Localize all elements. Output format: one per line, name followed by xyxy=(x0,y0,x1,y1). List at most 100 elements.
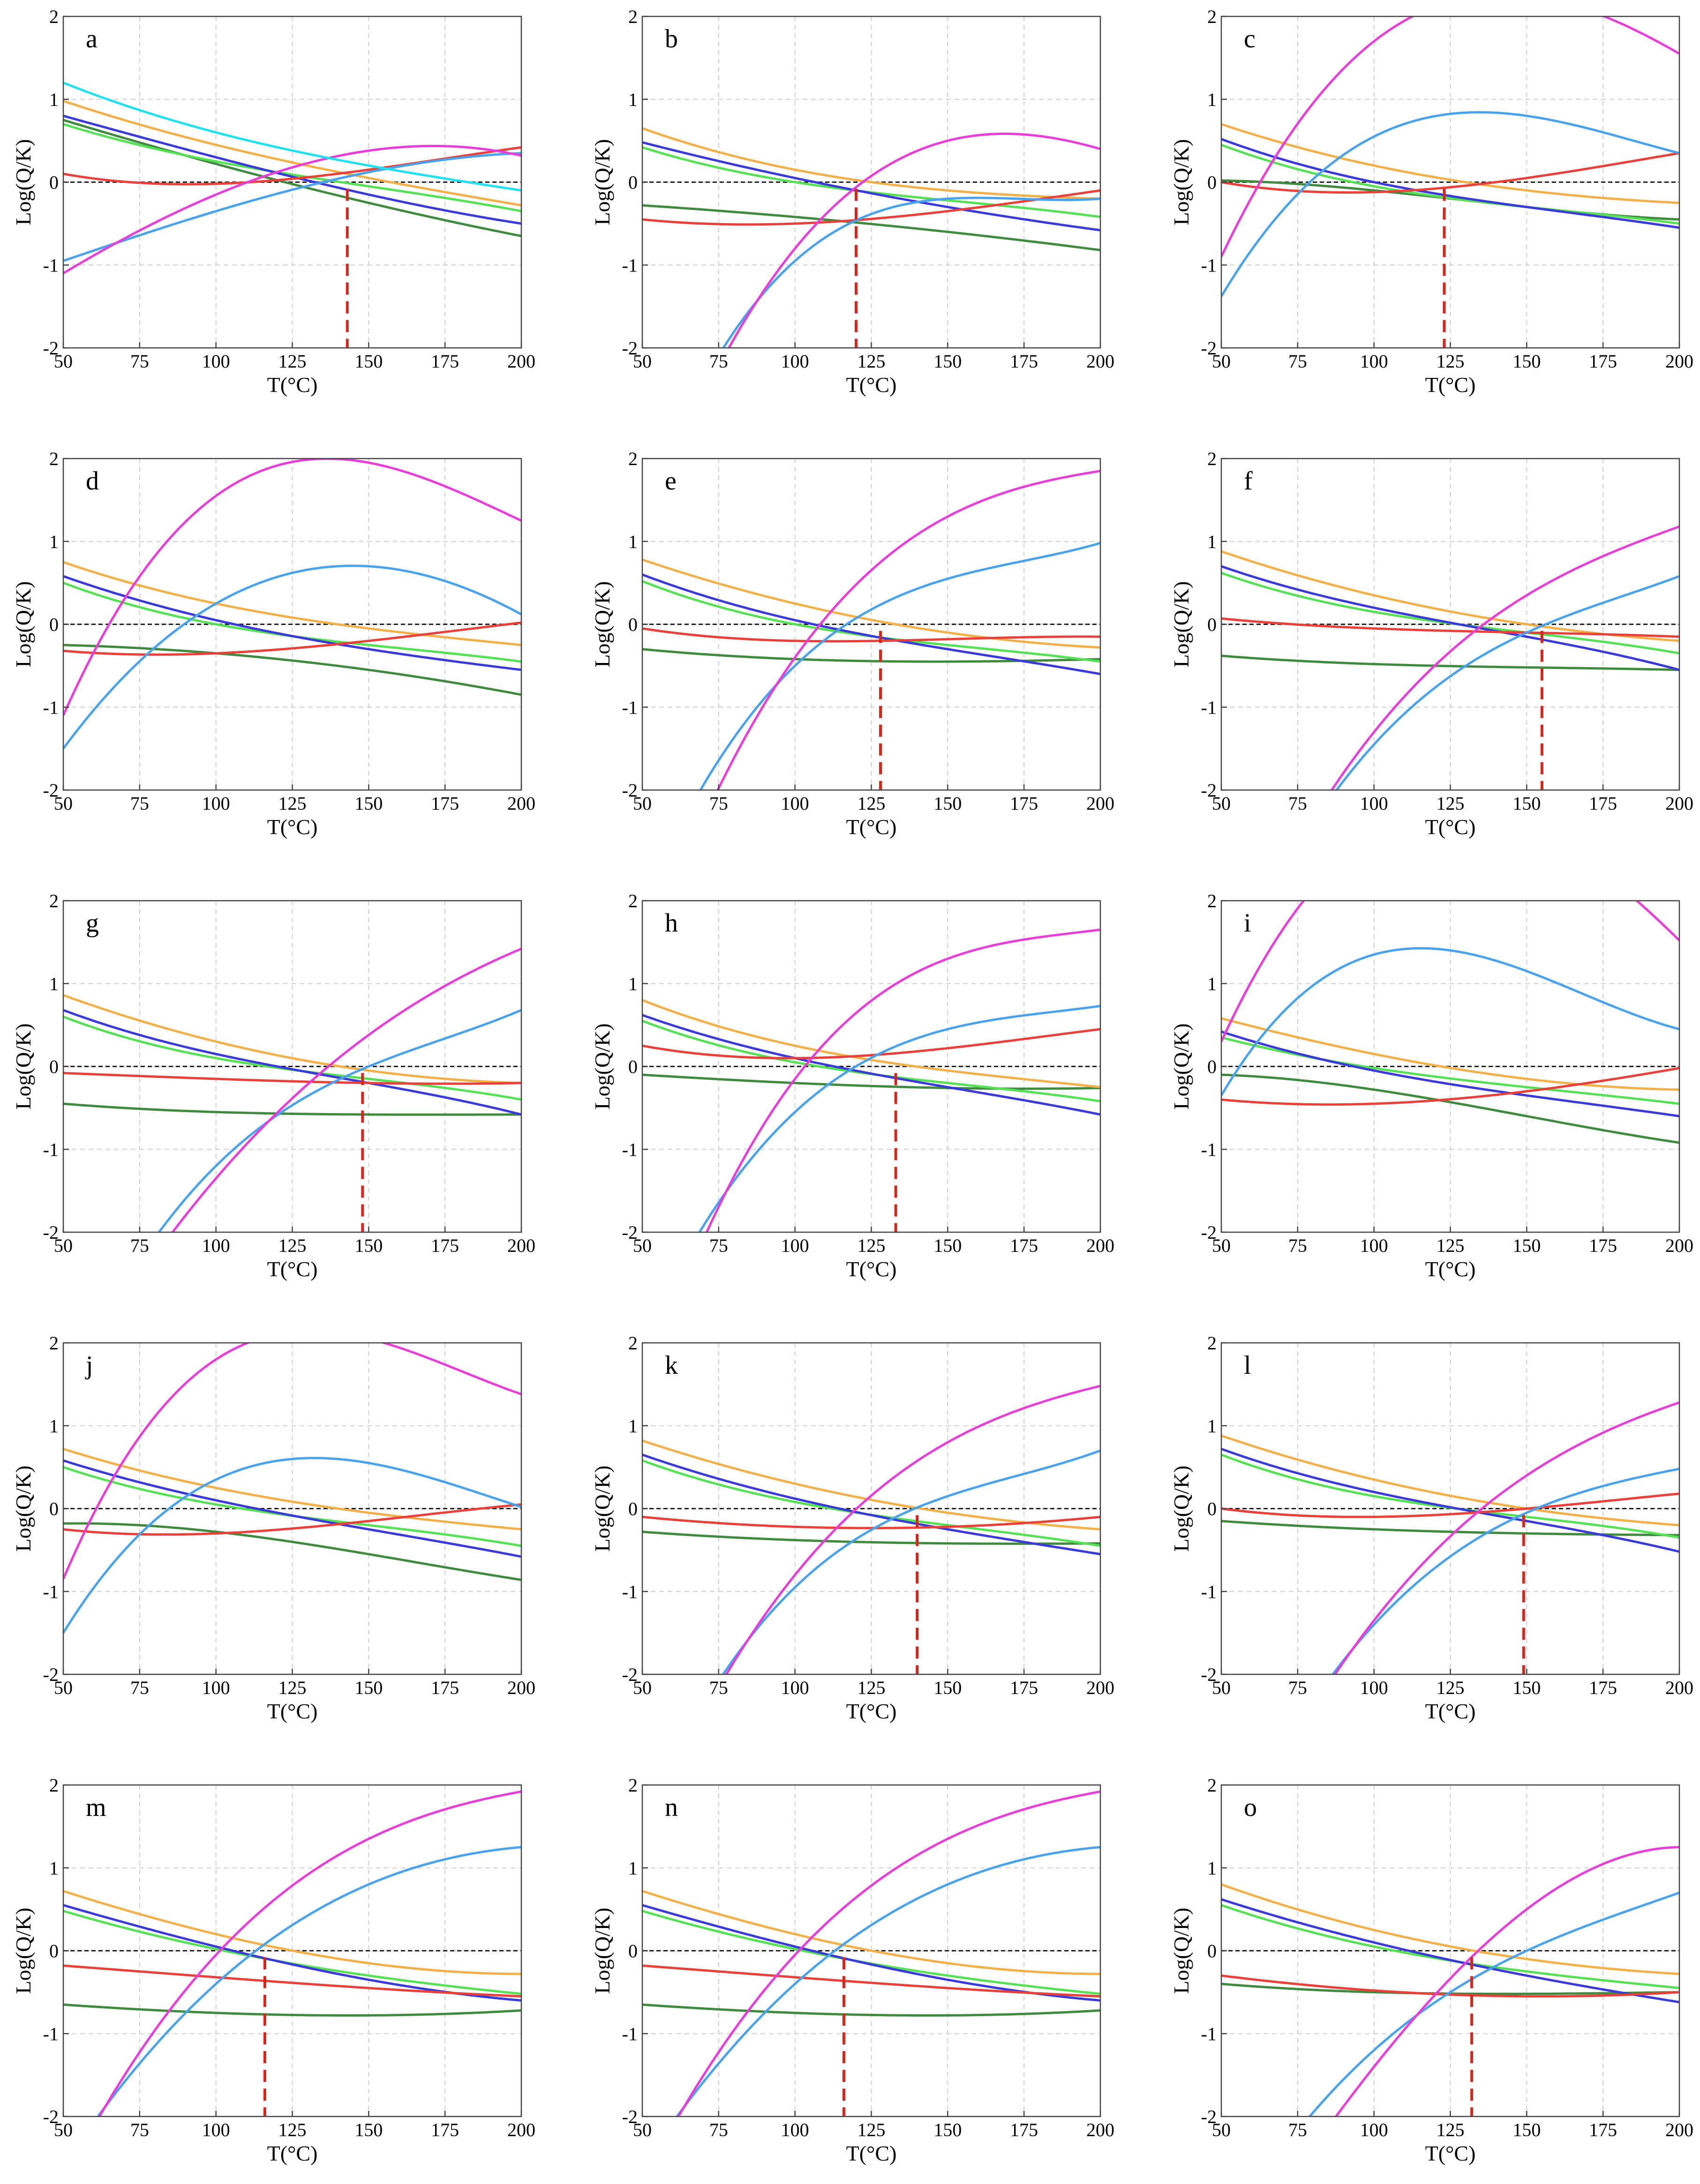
series-line-red xyxy=(1221,617,1679,638)
panel-label: m xyxy=(86,1793,106,1822)
series-line-darkgreen xyxy=(642,204,1100,251)
x-tick-label: 50 xyxy=(54,1235,73,1256)
x-axis-label: T(°C) xyxy=(846,1699,897,1723)
x-axis-label: T(°C) xyxy=(267,373,318,397)
y-tick-label: -1 xyxy=(43,1581,59,1602)
series-line-orange xyxy=(63,1447,521,1531)
x-axis-label: T(°C) xyxy=(1425,1699,1476,1723)
x-tick-label: 175 xyxy=(1010,1677,1038,1698)
panel-label: c xyxy=(1244,24,1256,53)
series-line-orange xyxy=(1221,1434,1679,1527)
x-tick-label: 175 xyxy=(431,1235,459,1256)
x-tick-label: 200 xyxy=(1086,1677,1114,1698)
panel-m: 50 75 100 125 150 175 200 2 1 0 -1 -2 T(°C) Log(Q/K) m xyxy=(11,1775,535,2165)
x-axis-label: T(°C) xyxy=(267,2141,318,2165)
series-line-orange xyxy=(63,99,521,207)
panel-label: n xyxy=(665,1793,678,1822)
y-tick-label: 2 xyxy=(628,1333,638,1354)
x-tick-label: 100 xyxy=(1360,793,1388,814)
x-tick-label: 150 xyxy=(1512,1677,1541,1698)
panel-label: h xyxy=(665,909,678,938)
y-tick-label: 1 xyxy=(49,531,59,552)
y-axis-label: Log(Q/K) xyxy=(11,1466,35,1552)
x-tick-label: 200 xyxy=(1086,793,1114,814)
x-tick-label: 50 xyxy=(1212,793,1231,814)
x-tick-label: 75 xyxy=(1288,1235,1307,1256)
y-tick-label: 0 xyxy=(628,1056,638,1077)
y-tick-label: 2 xyxy=(628,1775,638,1796)
y-tick-label: 2 xyxy=(49,6,59,27)
x-tick-label: 150 xyxy=(354,351,383,372)
x-tick-label: 175 xyxy=(431,351,459,372)
panel-f: 50 75 100 125 150 175 200 2 1 0 -1 -2 T(°C) Log(Q/K) f xyxy=(1169,448,1693,839)
y-tick-label: -2 xyxy=(622,780,638,801)
series-line-skyblue xyxy=(1221,111,1679,297)
series-line-red xyxy=(1221,1067,1679,1106)
series-line-orange xyxy=(642,1890,1100,1975)
x-tick-label: 200 xyxy=(1665,1235,1693,1256)
series-line-orange xyxy=(1221,1883,1679,1975)
x-axis-label: T(°C) xyxy=(1425,2141,1476,2165)
series-line-blue xyxy=(1221,565,1679,671)
y-tick-label: 1 xyxy=(628,973,638,994)
panel-o: 50 75 100 125 150 175 200 2 1 0 -1 -2 T(°C) Log(Q/K) o xyxy=(1169,1775,1693,2165)
x-tick-label: 125 xyxy=(278,793,307,814)
x-tick-label: 50 xyxy=(633,1235,652,1256)
y-tick-label: 1 xyxy=(628,531,638,552)
x-tick-label: 125 xyxy=(1437,351,1465,372)
x-tick-label: 50 xyxy=(633,2119,652,2140)
x-tick-label: 175 xyxy=(1589,1677,1617,1698)
panel-i: 50 75 100 125 150 175 200 2 1 0 -1 -2 T(°C) Log(Q/K) i xyxy=(1169,890,1693,1281)
y-tick-label: -2 xyxy=(1201,2106,1217,2127)
x-tick-label: 100 xyxy=(1360,351,1388,372)
series-line-darkgreen xyxy=(63,119,521,237)
x-tick-label: 175 xyxy=(431,793,459,814)
x-tick-label: 75 xyxy=(709,1235,728,1256)
x-axis-label: T(°C) xyxy=(846,1257,897,1281)
y-tick-label: -1 xyxy=(43,255,59,276)
series-line-blue xyxy=(1221,1030,1679,1118)
y-axis-label: Log(Q/K) xyxy=(11,139,35,226)
panel-label: j xyxy=(85,1351,93,1380)
x-tick-label: 50 xyxy=(54,2119,73,2140)
panel-label: b xyxy=(665,24,678,53)
x-axis-label: T(°C) xyxy=(267,1257,318,1281)
series-line-orange xyxy=(63,1890,521,1975)
panel-g: 50 75 100 125 150 175 200 2 1 0 -1 -2 T(°C) Log(Q/K) g xyxy=(11,890,535,1281)
y-tick-label: -1 xyxy=(43,2023,59,2044)
series-line-skyblue xyxy=(1331,1468,1679,1674)
y-tick-label: 1 xyxy=(49,973,59,994)
series-line-darkgreen xyxy=(1221,655,1679,671)
x-tick-label: 200 xyxy=(507,793,535,814)
series-line-darkgreen xyxy=(642,2003,1100,2017)
series-line-darkgreen xyxy=(63,1102,521,1116)
x-tick-label: 75 xyxy=(709,2119,728,2140)
y-axis-label: Log(Q/K) xyxy=(1169,1024,1193,1110)
y-tick-label: 1 xyxy=(628,89,638,110)
series-line-skyblue xyxy=(1335,575,1679,790)
series-line-skyblue xyxy=(698,1005,1100,1232)
x-axis-label: T(°C) xyxy=(846,373,897,397)
panel-c: 50 75 100 125 150 175 200 2 1 0 -1 -2 T(°C) Log(Q/K) c xyxy=(1169,6,1693,397)
x-tick-label: 150 xyxy=(354,2119,383,2140)
panel-label: g xyxy=(86,909,99,938)
y-tick-label: -2 xyxy=(622,2106,638,2127)
series-line-orange xyxy=(63,994,521,1084)
y-tick-label: -2 xyxy=(43,338,59,359)
series-line-skyblue xyxy=(722,1449,1100,1674)
series-line-green xyxy=(1221,143,1679,225)
y-tick-label: 2 xyxy=(1207,448,1217,469)
series-line-magenta xyxy=(63,1343,521,1580)
grid xyxy=(1221,16,1679,348)
y-tick-label: 2 xyxy=(628,6,638,27)
x-tick-label: 100 xyxy=(781,1235,809,1256)
y-tick-label: 2 xyxy=(49,448,59,469)
x-tick-label: 100 xyxy=(781,2119,809,2140)
x-axis-label: T(°C) xyxy=(1425,815,1476,839)
x-tick-label: 175 xyxy=(1010,2119,1038,2140)
series-line-red xyxy=(642,1964,1100,1998)
series-line-magenta xyxy=(98,1790,521,2116)
series-line-magenta xyxy=(1221,16,1679,257)
panel-n: 50 75 100 125 150 175 200 2 1 0 -1 -2 T(°C) Log(Q/K) n xyxy=(590,1775,1114,2165)
